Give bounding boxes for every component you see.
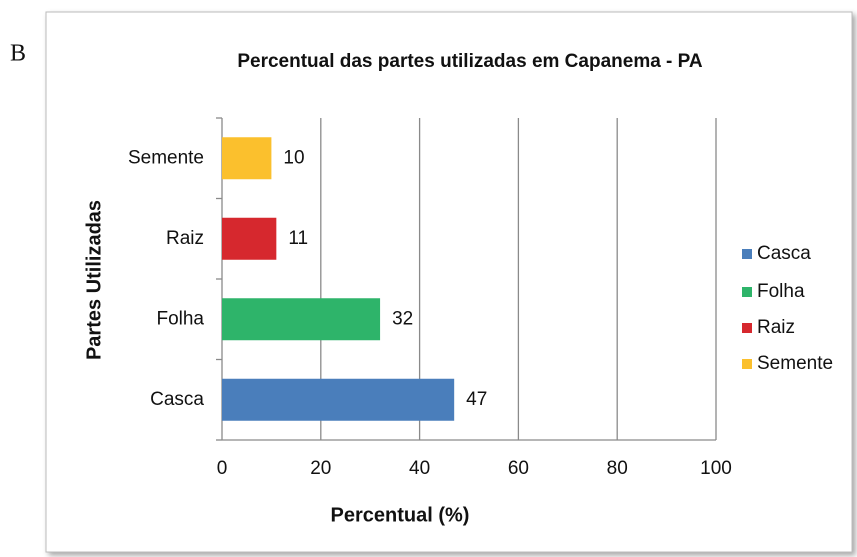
x-tick-label: 40 <box>409 458 430 479</box>
x-tick-label: 80 <box>607 458 628 479</box>
legend-swatch <box>742 359 752 369</box>
panel-label: B <box>10 41 26 67</box>
value-label: 32 <box>392 308 413 329</box>
bar <box>222 378 455 421</box>
y-tick-label: Casca <box>150 389 204 410</box>
legend-label: Casca <box>757 243 811 264</box>
y-axis-label: Partes Utilizadas <box>83 200 105 360</box>
y-tick-label: Semente <box>128 147 204 168</box>
chart-frame <box>45 11 853 553</box>
x-axis-label: Percentual (%) <box>331 504 470 526</box>
bar <box>222 298 381 341</box>
legend-label: Folha <box>757 281 805 302</box>
value-label: 11 <box>288 228 308 249</box>
legend-swatch <box>742 249 752 259</box>
y-tick-label: Folha <box>156 308 204 329</box>
value-label: 47 <box>466 389 487 410</box>
x-tick-label: 20 <box>310 458 331 479</box>
legend-label: Semente <box>757 353 833 374</box>
chart-title: Percentual das partes utilizadas em Capa… <box>237 51 703 72</box>
legend-label: Raiz <box>757 317 795 338</box>
bar <box>222 137 272 180</box>
x-tick-label: 0 <box>217 458 228 479</box>
y-tick-label: Raiz <box>166 228 204 249</box>
x-tick-label: 60 <box>508 458 529 479</box>
bar <box>222 217 277 260</box>
legend-swatch <box>742 287 752 297</box>
x-tick-label: 100 <box>700 458 732 479</box>
value-label: 10 <box>283 147 304 168</box>
legend-swatch <box>742 323 752 333</box>
